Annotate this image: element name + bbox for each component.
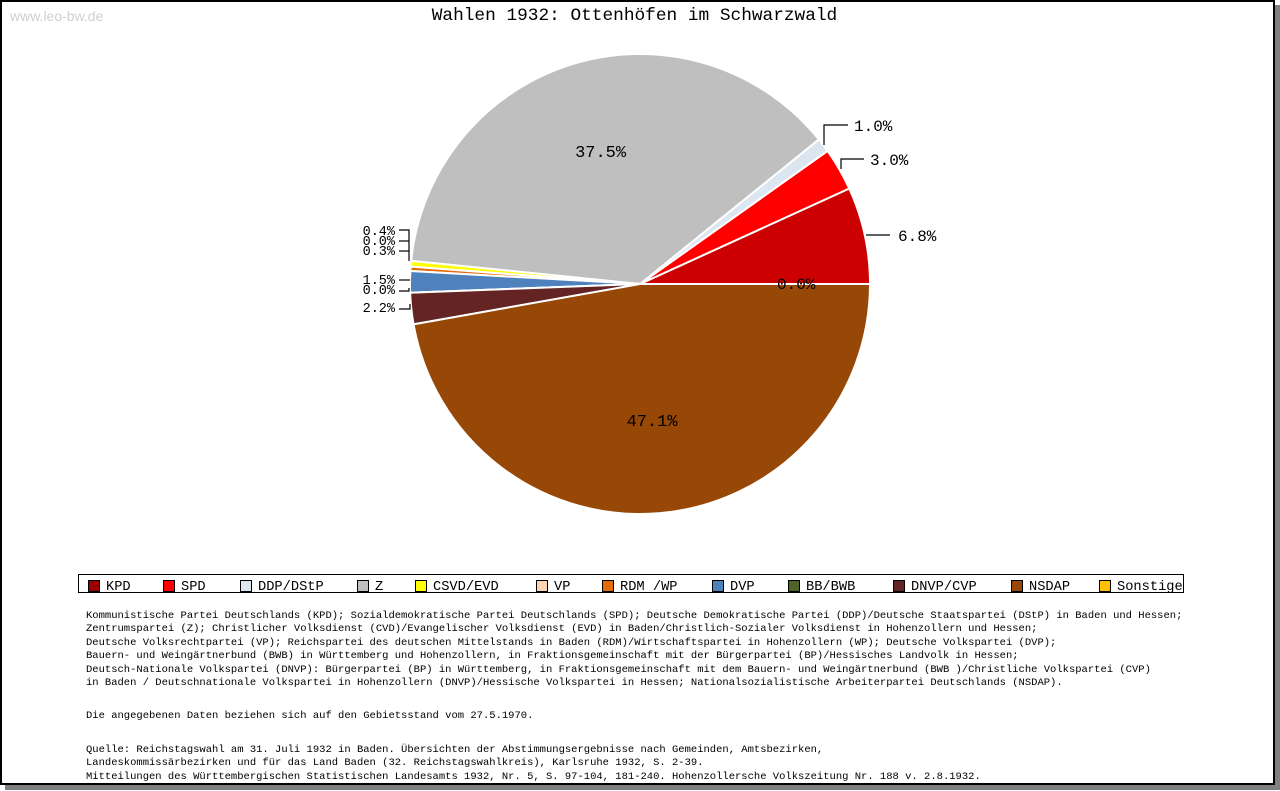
svg-text:0.0%: 0.0%	[363, 284, 396, 299]
svg-text:0.3%: 0.3%	[363, 245, 396, 260]
svg-text:37.5%: 37.5%	[575, 144, 627, 163]
svg-text:6.8%: 6.8%	[898, 228, 937, 246]
svg-text:1.0%: 1.0%	[854, 118, 893, 136]
svg-text:0.0%: 0.0%	[777, 276, 816, 294]
svg-text:2.2%: 2.2%	[363, 302, 396, 317]
svg-text:3.0%: 3.0%	[870, 152, 909, 170]
svg-text:47.1%: 47.1%	[627, 413, 679, 432]
